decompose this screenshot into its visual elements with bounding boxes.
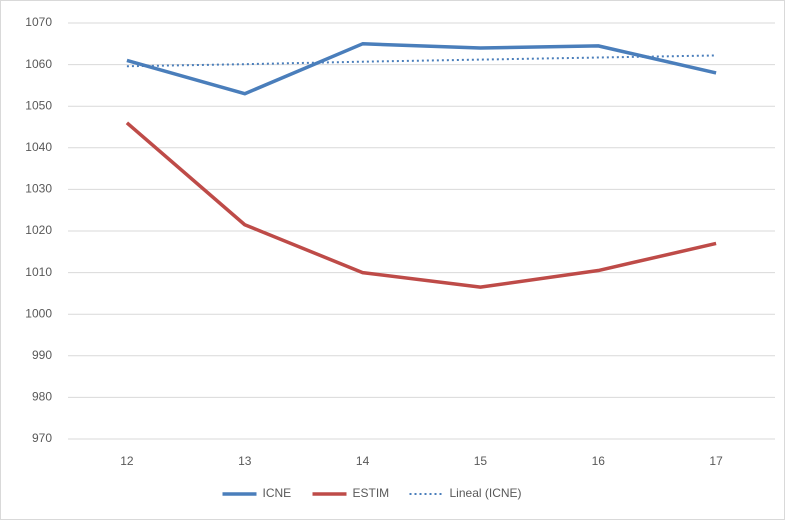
y-tick-label: 980 [32, 390, 52, 404]
y-tick-label: 990 [32, 348, 52, 362]
series-line [126, 42, 717, 96]
legend-label: Lineal (ICNE) [450, 486, 522, 500]
y-tick-label: 1040 [25, 140, 52, 154]
legend-label: ESTIM [353, 486, 390, 500]
y-tick-label: 1060 [25, 57, 52, 71]
y-tick-label: 1050 [25, 98, 52, 112]
series-line [125, 121, 717, 289]
y-tick-label: 1070 [25, 15, 52, 29]
legend-label: ICNE [263, 486, 292, 500]
x-tick-label: 17 [709, 454, 723, 468]
series-line [126, 54, 717, 68]
x-tick-label: 16 [592, 454, 606, 468]
x-tick-label: 12 [120, 454, 134, 468]
y-tick-label: 1000 [25, 306, 52, 320]
x-tick-label: 13 [238, 454, 252, 468]
x-tick-label: 14 [356, 454, 370, 468]
x-tick-label: 15 [474, 454, 488, 468]
y-tick-label: 1030 [25, 182, 52, 196]
y-tick-label: 1010 [25, 265, 52, 279]
y-tick-label: 970 [32, 431, 52, 445]
y-tick-label: 1020 [25, 223, 52, 237]
